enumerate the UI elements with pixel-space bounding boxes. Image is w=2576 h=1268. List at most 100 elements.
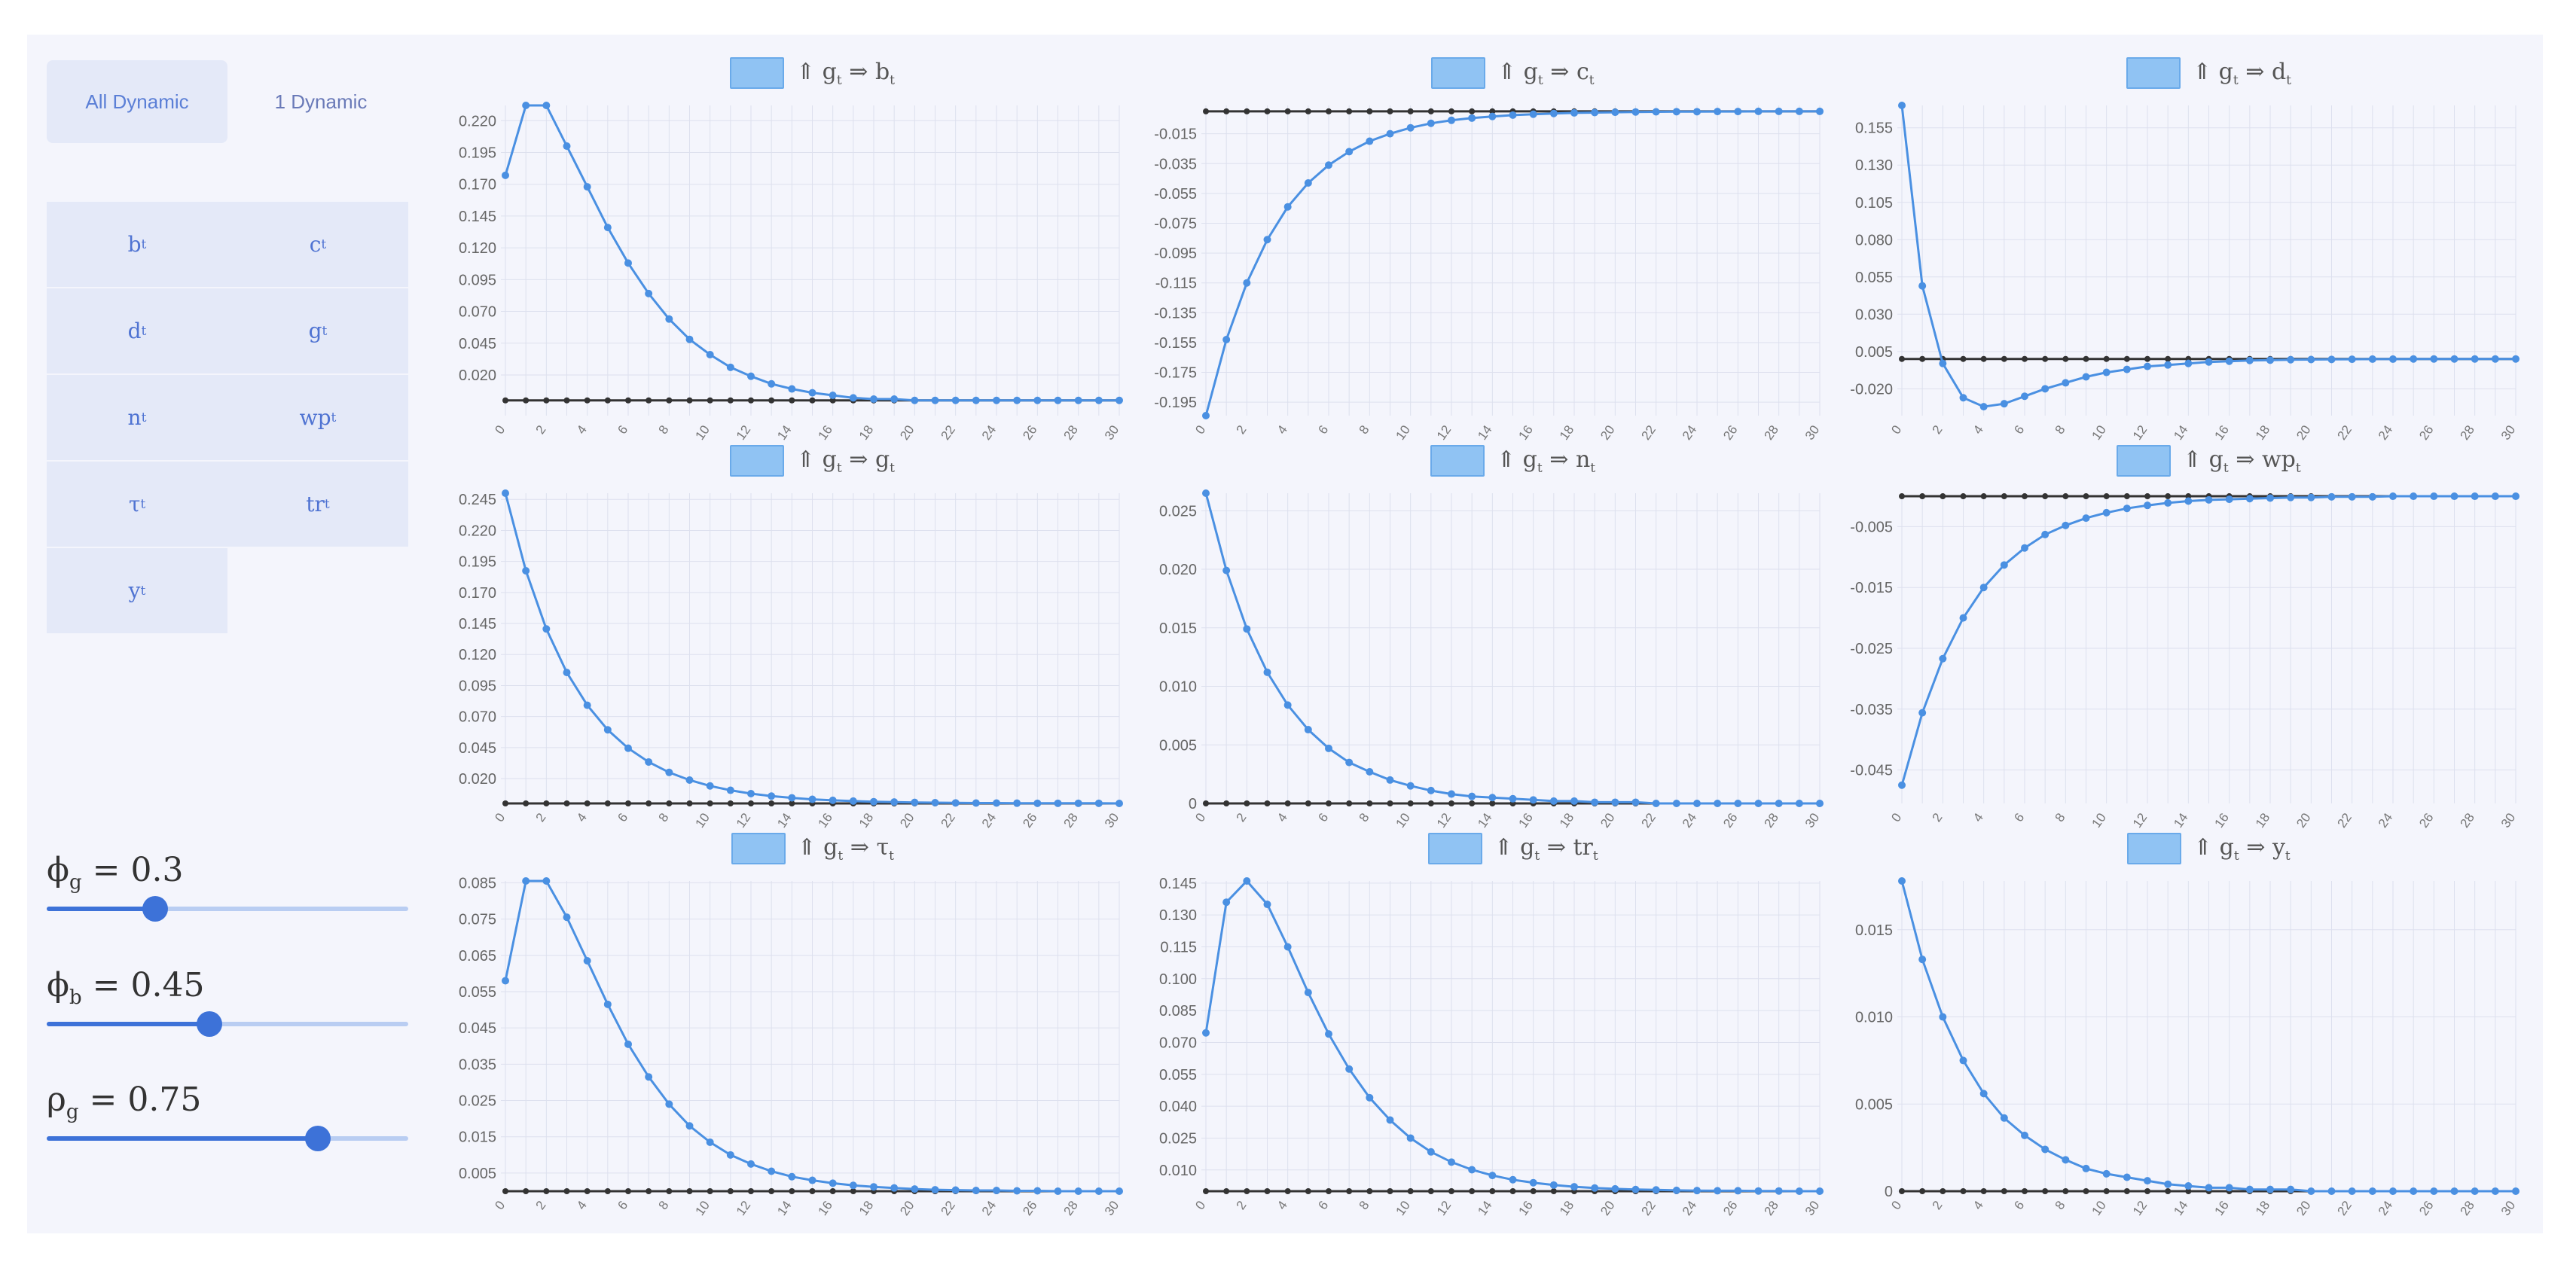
response-point (706, 1138, 714, 1146)
slider-thumb[interactable] (142, 896, 168, 922)
chart-legend[interactable]: ⇑ gt ⇒ yt (2127, 833, 2291, 864)
variable-label-c-subscript: t (321, 236, 327, 252)
response-point (2266, 1185, 2274, 1193)
response-point (2082, 514, 2090, 523)
x-tick-label: 14 (1475, 810, 1494, 830)
variable-label-τ-subscript: t (140, 496, 146, 512)
response-point (911, 396, 919, 404)
x-tick-label: 26 (1020, 422, 1039, 442)
slider-thumb[interactable] (197, 1011, 222, 1037)
variable-button-wp[interactable]: wp t (227, 375, 408, 460)
x-tick-label: 22 (939, 422, 958, 442)
legend-swatch[interactable] (1427, 833, 1482, 864)
baseline-point (809, 1188, 816, 1194)
response-point (1754, 107, 1763, 115)
param-slider[interactable] (47, 1123, 408, 1153)
x-tick-label: 6 (2011, 422, 2027, 437)
chart-legend[interactable]: ⇑ gt ⇒ wpt (2117, 445, 2301, 477)
y-tick-label: 0.045 (459, 336, 496, 352)
slider-thumb[interactable] (305, 1126, 331, 1151)
y-tick-label: 0.015 (1855, 922, 1893, 939)
variable-label-n-subscript: t (141, 410, 147, 425)
response-point (1734, 1187, 1742, 1195)
response-point (2225, 495, 2233, 504)
chart-legend[interactable]: ⇑ gt ⇒ nt (1430, 445, 1595, 477)
baseline-point (1366, 800, 1373, 806)
response-point (808, 389, 816, 397)
chart-legend[interactable]: ⇑ gt ⇒ ct (1431, 57, 1595, 89)
x-tick-label: 16 (2212, 422, 2232, 442)
x-tick-label: 4 (1274, 1198, 1290, 1212)
x-tick-label: 12 (2130, 422, 2150, 442)
y-tick-label: -0.015 (1154, 126, 1197, 143)
slider-track[interactable] (47, 1022, 408, 1026)
chart-legend[interactable]: ⇑ gt ⇒ trt (1427, 833, 1598, 864)
response-point (2205, 358, 2213, 366)
baseline-point (1346, 1188, 1353, 1194)
one-dynamic-tab[interactable]: 1 Dynamic (274, 90, 368, 113)
legend-swatch[interactable] (2117, 445, 2171, 477)
param-slider[interactable] (47, 1008, 408, 1038)
legend-swatch[interactable] (2126, 57, 2181, 89)
chart-legend[interactable]: ⇑ gt ⇒ τt (731, 833, 894, 864)
variable-label-tr-base: tr (306, 492, 325, 517)
x-tick-label: 12 (734, 1198, 753, 1218)
y-tick-label: -0.025 (1850, 641, 1893, 657)
param-label: ρg = 0.75 (47, 1077, 408, 1123)
legend-swatch[interactable] (1430, 445, 1485, 477)
y-tick-label: 0.020 (459, 367, 496, 384)
param-slider[interactable] (47, 893, 408, 923)
variable-button-tr[interactable]: tr t (227, 462, 408, 547)
x-tick-label: 20 (2294, 810, 2313, 830)
response-point (1591, 1184, 1599, 1192)
y-tick-label: -0.005 (1850, 519, 1893, 535)
chart-legend[interactable]: ⇑ gt ⇒ bt (730, 57, 895, 89)
baseline-point (2083, 355, 2089, 362)
response-point (2082, 1164, 2090, 1172)
y-tick-label: 0.070 (1159, 1035, 1197, 1051)
legend-swatch[interactable] (1431, 57, 1485, 89)
all-dynamic-tab[interactable]: All Dynamic (47, 60, 227, 143)
baseline-point (604, 397, 611, 404)
response-point (2205, 495, 2213, 504)
legend-label: ⇑ gt ⇒ yt (2193, 834, 2291, 864)
baseline-point (502, 397, 508, 404)
response-point (1074, 396, 1082, 404)
irf-chart-d: ⇑ gt ⇒ dt 0.155 0.130 0.105 0.080 0.055 0.030 0… (1830, 57, 2520, 449)
baseline-point (768, 397, 775, 404)
response-point (2062, 521, 2070, 529)
x-tick-label: 28 (1762, 1198, 1781, 1218)
legend-swatch[interactable] (730, 57, 784, 89)
baseline-point (1980, 493, 1987, 500)
legend-swatch[interactable] (730, 445, 784, 477)
response-point (1283, 203, 1292, 211)
legend-variable-subscript: t (1590, 460, 1596, 476)
response-point (2450, 355, 2458, 363)
x-tick-label: 30 (2498, 810, 2518, 830)
legend-arrow: ⇒ (841, 58, 875, 85)
x-tick-label: 22 (939, 1198, 958, 1218)
baseline-point (2062, 493, 2069, 500)
baseline-point (625, 397, 631, 404)
response-point (583, 701, 591, 709)
legend-swatch[interactable] (2127, 833, 2181, 864)
y-tick-label: 0.070 (459, 304, 496, 321)
response-point (1529, 796, 1537, 804)
legend-swatch[interactable] (731, 833, 786, 864)
slider-track[interactable] (47, 907, 408, 911)
response-point (542, 102, 551, 109)
baseline-point (543, 800, 550, 806)
chart-legend[interactable]: ⇑ gt ⇒ dt (2126, 57, 2291, 89)
baseline-point (768, 800, 775, 806)
chart-legend[interactable]: ⇑ gt ⇒ gt (730, 445, 895, 477)
x-tick-label: 16 (1516, 422, 1536, 442)
baseline-point (2001, 1188, 2007, 1194)
response-point (1013, 799, 1021, 807)
